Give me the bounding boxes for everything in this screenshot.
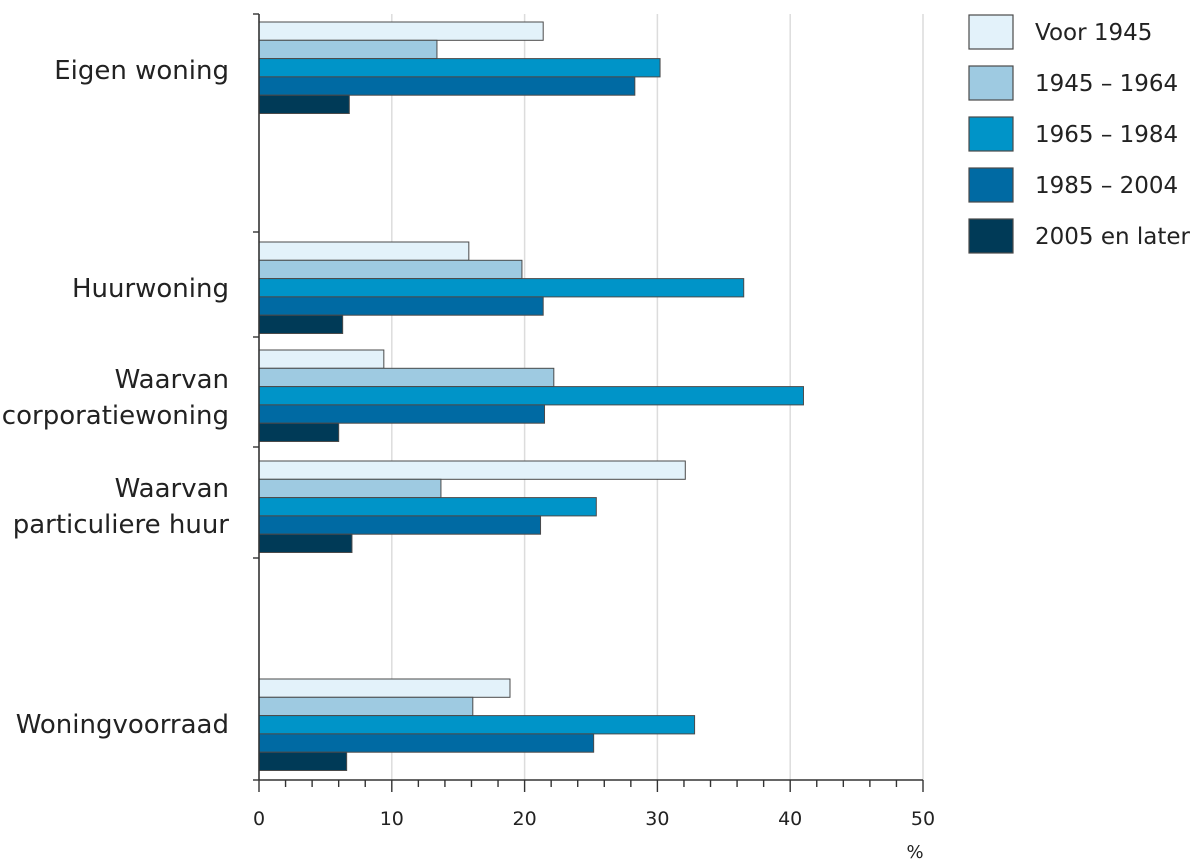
bar-eigen-woning-s0 [258, 21, 544, 41]
bar-waarvan-corporatiewoning-s1 [258, 367, 555, 388]
bar-waarvan-corporatiewoning-s2 [258, 386, 804, 406]
category-label-woningvoorraad: Woningvoorraad [16, 710, 229, 740]
category-label-waarvan-particuliere-huur-line2: particuliere huur [13, 510, 230, 540]
bar-woningvoorraad-s1 [258, 696, 474, 717]
bar-eigen-woning-s1 [258, 39, 438, 60]
legend-label-s2: 1965 – 1984 [1035, 122, 1178, 148]
bar-waarvan-corporatiewoning-s0 [258, 349, 385, 369]
category-label-waarvan-corporatiewoning-line2: corporatiewoning [2, 401, 229, 431]
legend-swatch-s3 [968, 167, 1014, 203]
bar-woningvoorraad-s0 [258, 678, 511, 698]
bar-huurwoning-s4 [258, 314, 344, 335]
legend-label-s4: 2005 en later [1035, 224, 1191, 250]
x-tick-label-40: 40 [778, 808, 802, 830]
bar-huurwoning-s0 [258, 241, 470, 261]
x-axis-unit-label: % [906, 842, 923, 863]
bar-waarvan-particuliere-huur-s3 [258, 515, 542, 535]
bar-huurwoning-s2 [258, 278, 745, 298]
x-tick-label-20: 20 [513, 808, 537, 830]
legend-label-s3: 1985 – 2004 [1035, 173, 1178, 199]
bar-waarvan-particuliere-huur-s0 [258, 460, 686, 480]
bar-waarvan-particuliere-huur-s1 [258, 478, 442, 499]
category-labels: Eigen woning Huurwoning Waarvan corporatiew… [2, 56, 230, 740]
bar-eigen-woning-s3 [258, 76, 636, 96]
bar-eigen-woning-s2 [258, 58, 661, 78]
x-tick-label-10: 10 [380, 808, 404, 830]
legend-label-s0: Voor 1945 [1035, 20, 1152, 46]
category-label-eigen-woning: Eigen woning [54, 56, 229, 86]
bar-woningvoorraad-s3 [258, 733, 595, 753]
x-tick-label-30: 30 [645, 808, 669, 830]
category-label-waarvan-particuliere-huur-line1: Waarvan [115, 474, 229, 504]
legend-swatch-s1 [968, 65, 1014, 101]
legend-swatch-s4 [968, 218, 1014, 254]
x-tick-label-0: 0 [253, 808, 265, 830]
legend-swatch-s0 [968, 14, 1014, 50]
category-label-waarvan-corporatiewoning-line1: Waarvan [115, 365, 229, 395]
x-tick-label-50: 50 [911, 808, 935, 830]
bars [258, 21, 804, 772]
bar-huurwoning-s3 [258, 296, 544, 316]
bar-eigen-woning-s4 [258, 94, 350, 114]
bar-waarvan-corporatiewoning-s3 [258, 404, 546, 424]
axes: 0 10 20 30 40 50% [253, 13, 935, 863]
bar-waarvan-particuliere-huur-s2 [258, 497, 597, 517]
legend-swatch-s2 [968, 116, 1014, 152]
bar-waarvan-particuliere-huur-s4 [258, 533, 353, 554]
bar-huurwoning-s1 [258, 259, 523, 280]
bar-woningvoorraad-s4 [258, 751, 348, 772]
legend: Voor 1945 1945 – 1964 1965 – 1984 1985 – 20… [968, 14, 1191, 254]
legend-label-s1: 1945 – 1964 [1035, 71, 1178, 97]
category-label-huurwoning: Huurwoning [72, 274, 229, 304]
bar-woningvoorraad-s2 [258, 715, 696, 735]
bar-waarvan-corporatiewoning-s4 [258, 422, 340, 443]
